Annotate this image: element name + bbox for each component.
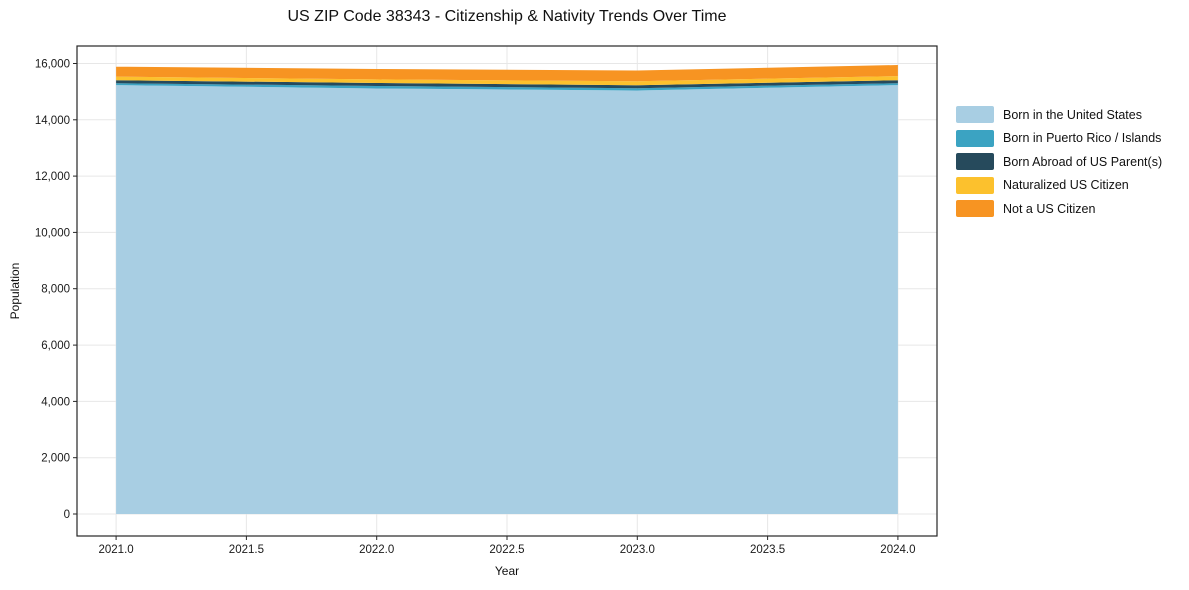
legend-item: Not a US Citizen (956, 200, 1162, 217)
area-series-2 (116, 80, 898, 89)
x-axis-label: Year (494, 564, 520, 578)
legend-label: Naturalized US Citizen (1003, 178, 1129, 192)
area-series-3 (116, 76, 898, 86)
y-axis-label: Population (8, 262, 22, 320)
area-series-1 (116, 83, 898, 91)
legend-item: Born in Puerto Rico / Islands (956, 129, 1162, 147)
legend-swatch-born-us (956, 106, 994, 123)
legend-swatch-naturalized (956, 176, 994, 194)
y-tick-label: 4,000 (41, 396, 70, 408)
y-tick-label: 10,000 (35, 227, 70, 239)
area-series-4 (116, 65, 898, 82)
x-tick-label: 2021.5 (229, 544, 264, 556)
y-tick-label: 14,000 (35, 115, 70, 127)
y-tick-label: 2,000 (41, 453, 70, 465)
legend-item: Born in the United States (956, 106, 1162, 123)
legend-swatch-not-citizen (956, 200, 994, 217)
y-tick-label: 6,000 (41, 340, 70, 352)
y-tick-label: 12,000 (35, 171, 70, 183)
legend-item: Born Abroad of US Parent(s) (956, 153, 1162, 170)
legend-swatch-born-pr (956, 129, 994, 147)
legend-label: Born in the United States (1003, 107, 1142, 122)
area-series-0 (116, 85, 898, 514)
x-tick-label: 2022.5 (489, 544, 524, 556)
y-tick-label: 8,000 (41, 284, 70, 296)
x-tick-label: 2024.0 (880, 544, 915, 556)
chart-title: US ZIP Code 38343 - Citizenship & Nativi… (287, 8, 727, 25)
legend-item: Naturalized US Citizen (956, 176, 1162, 194)
legend-label: Born in Puerto Rico / Islands (1003, 131, 1162, 145)
legend: Born in the United States Born in Puerto… (956, 106, 1162, 217)
legend-label: Not a US Citizen (1003, 201, 1096, 216)
y-tick-label: 16,000 (35, 59, 70, 71)
legend-label: Born Abroad of US Parent(s) (1003, 154, 1163, 169)
legend-swatch-born-abroad (956, 153, 994, 170)
x-tick-label: 2021.0 (99, 544, 134, 556)
x-tick-label: 2023.0 (620, 544, 655, 556)
y-tick-label: 0 (64, 509, 70, 521)
x-tick-label: 2023.5 (750, 544, 785, 556)
x-tick-label: 2022.0 (359, 544, 394, 556)
